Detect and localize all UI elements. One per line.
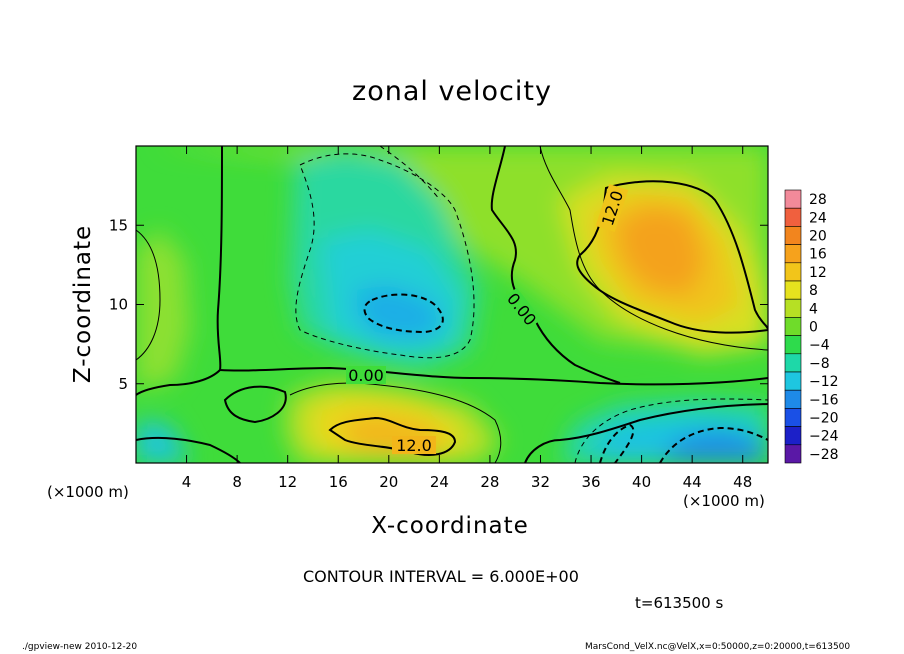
x-axis-label: X-coordinate xyxy=(371,513,529,539)
footer-source: MarsCond_VelX.nc@VelX,x=0:50000,z=0:2000… xyxy=(585,642,851,652)
y-tick-label: 10 xyxy=(109,296,128,314)
x-tick-label: 32 xyxy=(531,473,550,491)
x-tick-label: 20 xyxy=(379,473,398,491)
x-tick-label: 36 xyxy=(581,473,600,491)
contour-label-12-lower: 12.0 xyxy=(396,436,432,455)
region-left-light xyxy=(136,230,190,390)
contour-pos6-left xyxy=(136,229,161,361)
contour-pos6-right xyxy=(539,146,768,351)
colorbar-label: −16 xyxy=(809,392,839,408)
contour-zero-lower-right xyxy=(524,403,768,463)
contour-lines xyxy=(136,146,768,463)
colorbar-label: −24 xyxy=(809,429,839,445)
colorbar-label: 0 xyxy=(809,320,818,336)
time-stamp: t=613500 s xyxy=(635,594,724,612)
x-tick-label: 28 xyxy=(480,473,499,491)
contour-zero-right xyxy=(490,146,621,384)
y-tick-label: 5 xyxy=(118,375,128,393)
x-tick-label: 48 xyxy=(733,473,752,491)
colorbar-swatch xyxy=(784,444,802,464)
colorbar-label: −28 xyxy=(809,447,839,463)
x-tick-label: 40 xyxy=(632,473,651,491)
colorbar-label: 16 xyxy=(809,247,827,263)
contour-label-zero-middle: 0.00 xyxy=(348,366,384,385)
colorbar-label: −8 xyxy=(809,356,830,372)
contour-12-right xyxy=(576,180,768,334)
y-axis: 5 10 15 xyxy=(109,216,768,393)
colorbar-swatch xyxy=(784,371,802,391)
contour-neg6-core xyxy=(363,293,444,334)
x-axis: 4 8 12 16 20 24 28 32 36 40 44 48 xyxy=(182,146,752,491)
contour-neg3-upper xyxy=(379,146,441,201)
colorbar-swatch xyxy=(784,207,802,227)
x-tick-label: 16 xyxy=(329,473,348,491)
colorbar-swatch xyxy=(784,353,802,373)
contour-zero-middle xyxy=(219,366,768,386)
x-tick-label: 44 xyxy=(683,473,702,491)
chart-title: zonal velocity xyxy=(352,76,552,107)
colorbar-label: 24 xyxy=(809,210,827,226)
colorbar-label: −12 xyxy=(809,374,839,390)
colorbar-label: 4 xyxy=(809,301,818,317)
contour-neg6-outer xyxy=(295,153,475,359)
x-tick-label: 24 xyxy=(430,473,449,491)
contour-pos6-lower xyxy=(289,382,502,463)
region-right-orange xyxy=(615,205,705,295)
colorbar-swatch xyxy=(784,262,802,282)
colorbar-swatch xyxy=(784,408,802,427)
colorbar-label: 28 xyxy=(809,192,827,208)
contour-interval-note: CONTOUR INTERVAL = 6.000E+00 xyxy=(303,567,579,586)
region-lower-left-cyan xyxy=(136,420,190,463)
x-tick-label: 12 xyxy=(278,473,297,491)
contour-label-bg-1 xyxy=(595,183,629,233)
heatmap-field: 12.0 0.00 0.00 12.0 xyxy=(136,146,768,463)
x-tick-label: 4 xyxy=(182,473,192,491)
contour-neg6-lower-right-a xyxy=(599,423,635,463)
contour-neg6-lower-right-b xyxy=(659,426,768,463)
colorbar-swatch xyxy=(784,317,802,336)
colorbar: 28 24 20 16 12 8 4 0 −4 −8 −12 −16 −20 −24 −28 xyxy=(784,189,839,464)
contour-zero-lower-left xyxy=(136,436,241,463)
contour-label-bg-3 xyxy=(502,287,542,331)
colorbar-swatch xyxy=(784,298,802,318)
colorbar-swatch xyxy=(784,189,802,209)
x-tick-label: 8 xyxy=(232,473,242,491)
colorbar-swatch xyxy=(784,280,802,300)
colorbar-swatch xyxy=(784,335,802,355)
colorbar-label: 8 xyxy=(809,283,818,299)
colorbar-swatch xyxy=(784,426,802,446)
contour-label-bg-4 xyxy=(392,436,436,454)
colorbar-swatch xyxy=(784,226,802,245)
colorbar-label: −20 xyxy=(809,411,839,427)
x-unit-label-right: (×1000 m) xyxy=(683,492,765,510)
contour-label-bg-2 xyxy=(346,366,386,384)
colorbar-swatch xyxy=(784,244,802,264)
colorbar-label: 12 xyxy=(809,265,827,281)
colorbar-label: −4 xyxy=(809,338,830,354)
contour-zero-left xyxy=(136,146,223,396)
region-lower-right-deep xyxy=(660,430,768,463)
colorbar-label: 20 xyxy=(809,229,827,245)
colorbar-swatch xyxy=(784,389,802,409)
footer-program-date: ./gpview-new 2010-12-20 xyxy=(22,642,138,652)
y-tick-label: 15 xyxy=(109,216,128,234)
x-unit-label-left: (×1000 m) xyxy=(47,483,129,501)
contour-zero-loop xyxy=(223,385,287,424)
